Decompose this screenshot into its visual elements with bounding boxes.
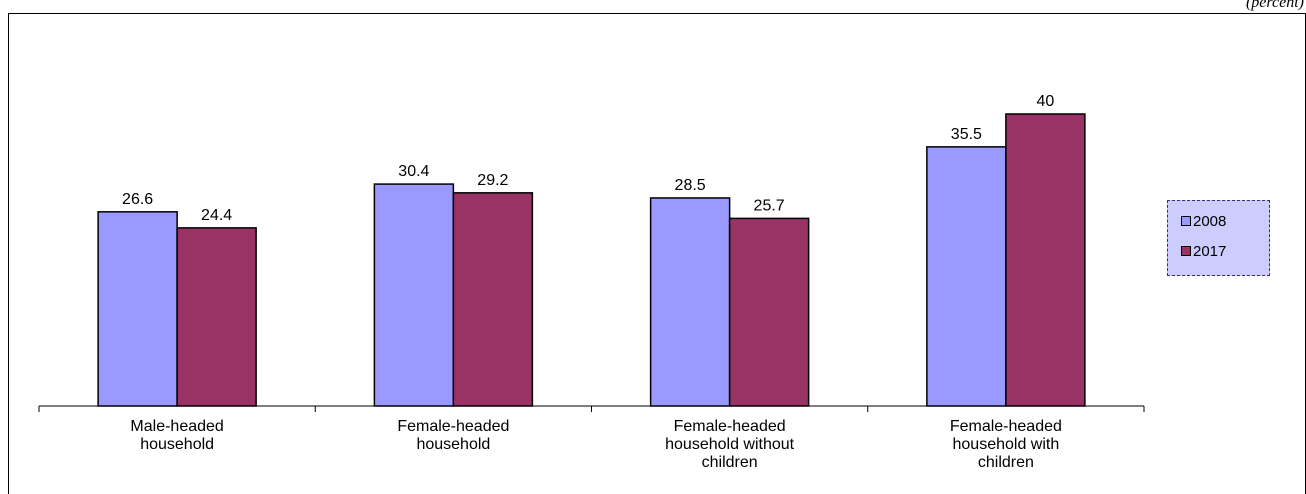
value-labels: 26.6 24.4 30.4 29.2 28.5 25.7 35.5 40 xyxy=(122,93,1054,224)
bar-2017-cat3 xyxy=(1005,113,1086,407)
value-label-2008-cat1: 30.4 xyxy=(398,163,429,180)
legend-item-2008: 2008 xyxy=(1181,211,1269,231)
value-label-2017-cat0: 24.4 xyxy=(201,207,232,224)
category-label-2: Female-headed household without children xyxy=(665,418,795,471)
value-label-2017-cat2: 25.7 xyxy=(754,197,785,214)
bar-2008-cat1 xyxy=(373,183,455,407)
legend-label-2008: 2008 xyxy=(1193,212,1227,230)
bar-2008-cat0 xyxy=(97,211,178,407)
bar-2008-cat2 xyxy=(649,197,731,407)
bar-2008-cat3 xyxy=(926,146,1007,407)
bar-2017-cat0 xyxy=(176,227,257,407)
legend-label-2017: 2017 xyxy=(1193,242,1227,260)
category-labels: Male-headed household Female-headed househo… xyxy=(130,418,1061,471)
legend-swatch-2008 xyxy=(1181,216,1191,226)
value-label-2017-cat3: 40 xyxy=(1036,93,1054,110)
category-label-3: Female-headed household with children xyxy=(950,418,1062,471)
legend: 2008 2017 xyxy=(1167,200,1270,276)
x-ticks xyxy=(38,406,1145,412)
value-label-2008-cat0: 26.6 xyxy=(122,191,153,208)
legend-swatch-2017 xyxy=(1181,246,1191,256)
bar-2017-cat2 xyxy=(728,217,810,407)
unit-note: (percent) xyxy=(1245,0,1304,11)
value-label-2017-cat1: 29.2 xyxy=(477,172,508,189)
category-label-0: Male-headed household xyxy=(130,418,223,453)
value-label-2008-cat3: 35.5 xyxy=(951,126,982,143)
category-label-1: Female-headed household xyxy=(397,418,509,453)
bar-2017-cat1 xyxy=(452,192,534,407)
legend-item-2017: 2017 xyxy=(1181,241,1269,261)
bars-group xyxy=(97,113,1086,407)
value-label-2008-cat2: 28.5 xyxy=(675,177,706,194)
